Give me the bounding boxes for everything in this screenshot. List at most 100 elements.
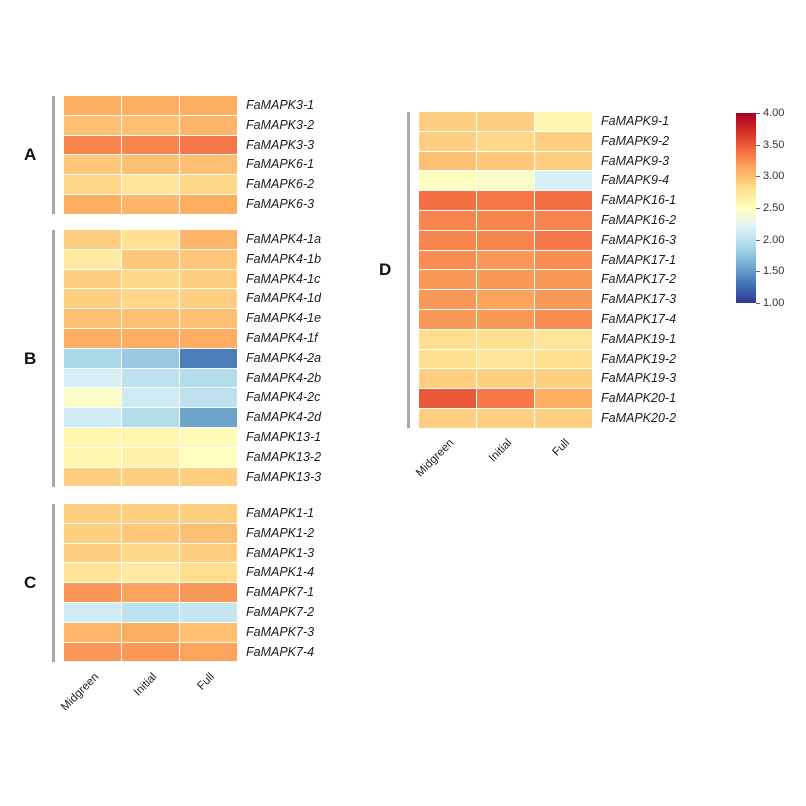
colorbar-tick-mark (756, 271, 760, 273)
heatmap-cell-FaMAPK4-1d-Midgreen (64, 289, 121, 309)
gene-label: FaMAPK13-3 (246, 469, 322, 484)
heatmap-cell-FaMAPK19-1-Initial (477, 329, 534, 349)
heatmap-cell-FaMAPK4-1e-Full (180, 309, 237, 328)
heatmap-cell-FaMAPK17-3-Midgreen (419, 290, 476, 309)
gene-label: FaMAPK17-4 (601, 311, 677, 326)
gene-label: FaMAPK7-3 (246, 624, 315, 639)
heatmap-cell-FaMAPK4-1f-Initial (122, 328, 179, 348)
panel-a-heatmap (64, 96, 237, 214)
heatmap-cell-FaMAPK9-4-Midgreen (419, 171, 476, 191)
heatmap-cell-FaMAPK19-1-Full (535, 329, 592, 349)
heatmap-cell-FaMAPK13-1-Initial (122, 427, 179, 447)
heatmap-cell-FaMAPK6-3-Initial (122, 194, 179, 214)
colorbar-tick-label: 2.00 (763, 233, 785, 246)
heatmap-cell-FaMAPK17-4-Initial (477, 309, 534, 329)
x-axis-label: Full (550, 437, 573, 459)
colorbar-tick-label: 2.50 (763, 202, 785, 214)
heatmap-cell-FaMAPK6-3-Midgreen (64, 194, 121, 214)
heatmap-cell-FaMAPK4-1f-Midgreen (64, 328, 121, 348)
heatmap-cell-FaMAPK4-2d-Initial (122, 408, 179, 427)
heatmap-cell-FaMAPK20-1-Full (535, 389, 592, 408)
heatmap-cell-FaMAPK7-4-Midgreen (64, 642, 121, 662)
heatmap-cell-FaMAPK16-2-Initial (477, 210, 534, 230)
panel-b-gene-labels: FaMAPK4-1a FaMAPK4-1b FaMAPK4-1c FaMAPK4-1d… (246, 230, 321, 487)
heatmap-cell-FaMAPK16-3-Initial (477, 230, 534, 250)
x-axis-label: Midgreen (414, 437, 457, 480)
heatmap-cell-FaMAPK4-2b-Full (180, 368, 237, 388)
heatmap-cell-FaMAPK7-1-Midgreen (64, 583, 121, 602)
panel-a: A FaMAPK3-1 FaMAPK3-2 FaMAPK3-3 FaMAPK6-1 Fa… (22, 96, 382, 214)
heatmap-cell-FaMAPK7-4-Full (180, 642, 237, 662)
heatmap-cell-FaMAPK3-2-Midgreen (64, 115, 121, 135)
gene-label: FaMAPK4-1f (246, 330, 318, 345)
gene-label: FaMAPK13-2 (246, 449, 322, 464)
heatmap-cell-FaMAPK4-1e-Initial (122, 309, 179, 328)
heatmap-cell-FaMAPK3-1-Full (180, 96, 237, 115)
heatmap-cell-FaMAPK7-2-Full (180, 602, 237, 622)
heatmap-cell-FaMAPK20-1-Initial (477, 389, 534, 408)
heatmap-cell-FaMAPK4-2c-Midgreen (64, 388, 121, 408)
colorbar-tick-label: 1.00 (763, 297, 785, 309)
heatmap-cell-FaMAPK4-2c-Full (180, 388, 237, 408)
heatmap-cell-FaMAPK19-2-Midgreen (419, 349, 476, 369)
panel-c-heatmap (64, 504, 237, 662)
gene-label: FaMAPK16-2 (601, 212, 677, 227)
heatmap-cell-FaMAPK19-3-Full (535, 369, 592, 389)
heatmap-cell-FaMAPK9-2-Full (535, 131, 592, 151)
heatmap-cell-FaMAPK13-2-Midgreen (64, 447, 121, 467)
gene-label: FaMAPK9-1 (601, 114, 670, 128)
heatmap-cell-FaMAPK1-4-Midgreen (64, 563, 121, 583)
heatmap-cell-FaMAPK7-1-Initial (122, 583, 179, 602)
heatmap-cell-FaMAPK16-1-Midgreen (419, 191, 476, 210)
heatmap-cell-FaMAPK16-2-Full (535, 210, 592, 230)
heatmap-cell-FaMAPK4-1b-Full (180, 249, 237, 269)
heatmap-cell-FaMAPK19-1-Midgreen (419, 329, 476, 349)
x-axis-label: Initial (132, 671, 160, 699)
heatmap-cell-FaMAPK20-2-Full (535, 408, 592, 428)
heatmap-cell-FaMAPK6-3-Full (180, 194, 237, 214)
heatmap-cell-FaMAPK4-2d-Midgreen (64, 408, 121, 427)
gene-label: FaMAPK7-4 (246, 644, 315, 659)
heatmap-cell-FaMAPK19-2-Full (535, 349, 592, 369)
gene-label: FaMAPK1-4 (246, 565, 315, 580)
heatmap-cell-FaMAPK17-3-Full (535, 290, 592, 309)
gene-label: FaMAPK9-2 (601, 133, 670, 148)
heatmap-cell-FaMAPK20-2-Initial (477, 408, 534, 428)
colorbar-tick-label: 1.50 (763, 265, 785, 278)
heatmap-cell-FaMAPK16-2-Midgreen (419, 210, 476, 230)
heatmap-cell-FaMAPK1-4-Full (180, 563, 237, 583)
panel-c-gene-labels: FaMAPK1-1 FaMAPK1-2 FaMAPK1-3 FaMAPK1-4 FaMA… (246, 504, 314, 662)
heatmap-cell-FaMAPK3-3-Initial (122, 135, 179, 155)
gene-label: FaMAPK4-2a (246, 350, 322, 365)
heatmap-cell-FaMAPK17-3-Initial (477, 290, 534, 309)
colorbar-tick-label: 3.00 (763, 170, 785, 183)
heatmap-cell-FaMAPK1-2-Midgreen (64, 523, 121, 543)
heatmap-cell-FaMAPK9-4-Full (535, 171, 592, 191)
colorbar-tick-label: 3.50 (763, 138, 785, 151)
colorbar-tick-mark (756, 176, 760, 178)
heatmap-cell-FaMAPK4-1c-Initial (122, 269, 179, 289)
colorbar: 4.00 3.50 3.00 2.50 2.00 1.50 1.00 (736, 107, 806, 313)
gene-label: FaMAPK7-1 (246, 585, 315, 600)
heatmap-cell-FaMAPK3-2-Initial (122, 115, 179, 135)
heatmap-cell-FaMAPK3-3-Midgreen (64, 135, 121, 155)
gene-label: FaMAPK4-1e (246, 311, 322, 326)
gene-label: FaMAPK19-1 (601, 331, 677, 346)
heatmap-cell-FaMAPK17-4-Full (535, 309, 592, 329)
heatmap-cell-FaMAPK13-3-Full (180, 467, 237, 487)
gene-label: FaMAPK4-2c (246, 390, 321, 405)
gene-label: FaMAPK4-1a (246, 232, 322, 246)
heatmap-cell-FaMAPK16-1-Initial (477, 191, 534, 210)
heatmap-cell-FaMAPK4-1d-Full (180, 289, 237, 309)
colorbar-tick-label: 4.00 (763, 107, 785, 119)
x-axis-label: Full (195, 671, 218, 693)
panel-b-bracket (52, 230, 55, 487)
panel-d-x-axis-labels: Midgreen Initial Full (414, 430, 592, 500)
heatmap-cell-FaMAPK4-1e-Midgreen (64, 309, 121, 328)
gene-label: FaMAPK6-1 (246, 157, 315, 172)
heatmap-cell-FaMAPK4-1a-Initial (122, 230, 179, 249)
heatmap-cell-FaMAPK1-3-Initial (122, 543, 179, 563)
panel-d-letter: D (379, 260, 392, 279)
heatmap-cell-FaMAPK7-2-Midgreen (64, 602, 121, 622)
